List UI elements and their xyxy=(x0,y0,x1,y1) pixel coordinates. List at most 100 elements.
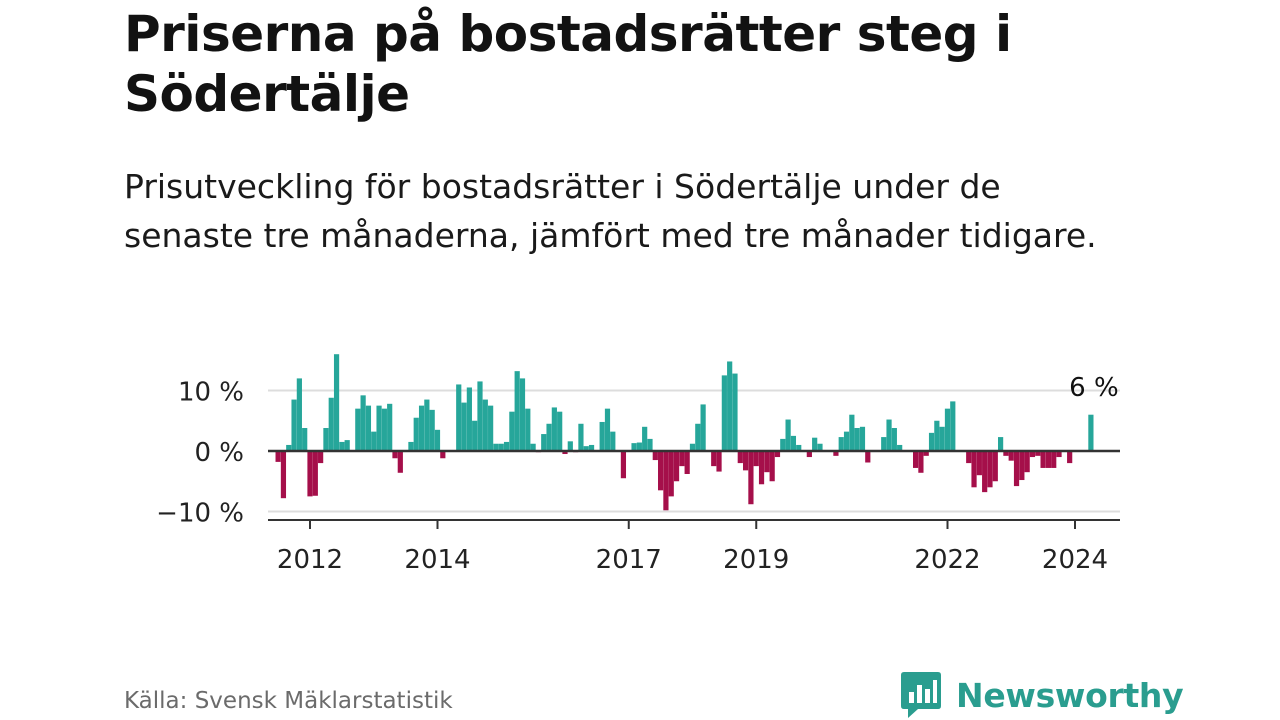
bar xyxy=(344,440,350,451)
bar xyxy=(843,431,850,451)
bar xyxy=(631,443,637,451)
bar xyxy=(1088,414,1094,451)
bar xyxy=(833,451,839,456)
bar xyxy=(737,451,743,464)
bar xyxy=(987,451,993,488)
bar xyxy=(774,451,781,458)
bar xyxy=(318,451,324,464)
bar xyxy=(886,419,892,451)
bar xyxy=(302,428,308,451)
bar xyxy=(413,417,419,451)
bar xyxy=(732,373,738,451)
bar xyxy=(424,399,430,451)
bar xyxy=(859,426,866,451)
bar xyxy=(546,423,552,451)
bar xyxy=(716,451,722,472)
bar xyxy=(1024,451,1030,473)
bar xyxy=(928,432,935,451)
bar xyxy=(636,442,642,451)
bar xyxy=(461,402,467,451)
bar xyxy=(275,451,281,462)
bar xyxy=(429,409,435,451)
bar xyxy=(408,441,414,451)
bar xyxy=(456,384,462,451)
bar xyxy=(1013,451,1020,487)
bar xyxy=(509,411,515,451)
bar xyxy=(397,451,403,473)
bar xyxy=(514,371,520,451)
bar xyxy=(488,405,494,452)
brand-name: Newsworthy xyxy=(956,675,1184,715)
bar xyxy=(1029,451,1036,458)
bar xyxy=(796,444,802,451)
bar xyxy=(950,401,956,451)
bar xyxy=(323,428,329,451)
bar xyxy=(498,443,504,451)
x-tick-label: 2014 xyxy=(404,545,470,575)
bar xyxy=(668,451,674,497)
bar xyxy=(897,444,903,451)
bar xyxy=(721,375,727,452)
y-tick-label: −10 % xyxy=(156,499,244,529)
bar xyxy=(466,387,472,451)
bar xyxy=(371,431,377,451)
y-tick-label: 10 % xyxy=(178,378,244,408)
bar xyxy=(743,451,749,471)
bar xyxy=(291,399,297,451)
bar xyxy=(700,404,706,451)
bar xyxy=(891,428,897,451)
bar xyxy=(392,451,398,459)
bar xyxy=(838,437,844,451)
bar xyxy=(849,414,855,451)
bar xyxy=(493,443,499,451)
x-tick-label: 2012 xyxy=(277,545,343,575)
bar xyxy=(812,437,818,451)
bar xyxy=(588,444,595,451)
bar xyxy=(753,451,759,467)
bar xyxy=(652,451,658,461)
bar xyxy=(966,451,972,464)
bar xyxy=(711,451,717,467)
bar xyxy=(1019,451,1025,481)
bar xyxy=(944,408,951,451)
bar xyxy=(286,444,292,451)
bar xyxy=(557,411,563,451)
bar xyxy=(689,443,696,451)
bar xyxy=(647,438,653,451)
brand-logo[interactable]: Newsworthy xyxy=(900,668,1184,720)
bar xyxy=(296,378,302,451)
bar xyxy=(360,395,366,451)
last-value-label: 6 % xyxy=(1069,373,1119,403)
bar xyxy=(567,441,573,451)
bar xyxy=(551,407,557,451)
bar xyxy=(1056,451,1062,458)
bar xyxy=(1008,451,1014,461)
bar xyxy=(1045,451,1052,468)
bar xyxy=(477,381,483,451)
bar xyxy=(604,408,611,451)
bar xyxy=(472,420,478,451)
bar xyxy=(328,397,334,451)
bar xyxy=(727,361,733,451)
x-axis-labels: 2012 2014 2017 2019 2022 2024 xyxy=(277,545,1108,575)
bar xyxy=(525,408,531,451)
bar xyxy=(381,408,387,451)
newsworthy-logo-icon xyxy=(901,672,941,718)
bar xyxy=(1035,451,1041,456)
bar xyxy=(854,428,860,451)
bar xyxy=(1003,451,1009,456)
bar xyxy=(610,431,616,451)
x-axis xyxy=(268,449,1120,529)
y-tick-label: 0 % xyxy=(194,438,244,468)
x-tick-label: 2019 xyxy=(723,545,789,575)
bar xyxy=(530,443,536,451)
bar xyxy=(785,419,791,451)
bar xyxy=(673,451,680,482)
bar xyxy=(939,426,945,451)
bar xyxy=(663,451,669,511)
bar xyxy=(376,405,382,452)
x-tick-label: 2017 xyxy=(596,545,662,575)
bar xyxy=(758,451,765,485)
bar xyxy=(307,451,313,497)
